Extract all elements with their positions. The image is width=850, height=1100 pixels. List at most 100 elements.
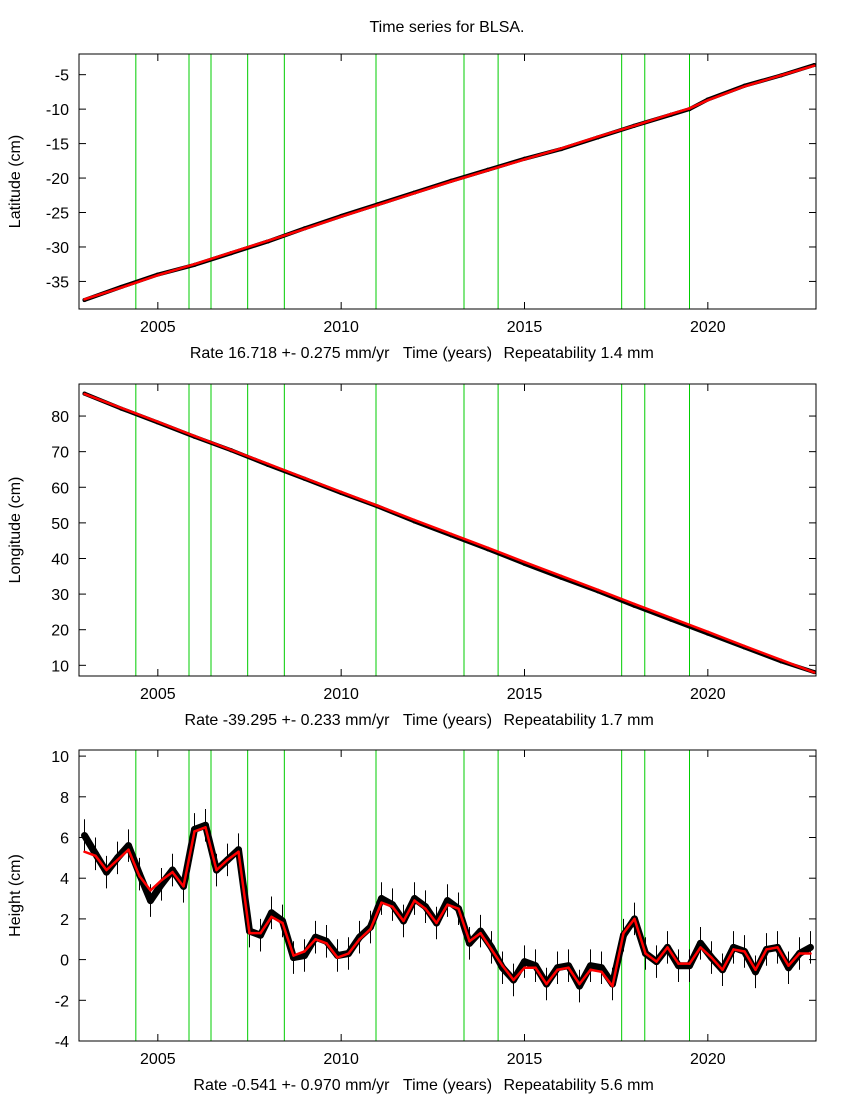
height-ytick-label: -2 <box>55 993 69 1010</box>
height-ytick-label: 2 <box>60 912 69 929</box>
height-obs-segment <box>81 831 99 858</box>
height-model-segment <box>215 858 229 872</box>
height-model-segment <box>435 903 449 925</box>
height-model-segment <box>534 966 548 986</box>
longitude-plot-frame <box>78 383 817 677</box>
height-model-segment <box>633 917 647 955</box>
longitude-xtick-label: 2005 <box>140 686 176 703</box>
height-xlabel: Time (years) <box>403 1077 492 1094</box>
height-xtick-label: 2005 <box>140 1051 176 1068</box>
longitude-ytick-label: 50 <box>51 516 69 533</box>
longitude-model-segment <box>83 392 123 410</box>
height-model-segment <box>94 854 108 872</box>
latitude-model-segment <box>688 98 710 110</box>
height-model-segment <box>160 870 174 882</box>
height-model-segment <box>193 826 207 833</box>
latitude-model-segment <box>669 107 691 116</box>
height-model-segment <box>116 848 130 862</box>
height-model-segment <box>545 968 559 986</box>
height-model-segment <box>281 921 295 957</box>
latitude-model-segment <box>743 74 783 88</box>
height-model-segment <box>204 826 218 872</box>
latitude-ytick-label: -30 <box>46 240 69 257</box>
latitude-ytick-label: -20 <box>46 171 69 188</box>
latitude-model-segment <box>449 169 490 183</box>
latitude-ytick-label: -15 <box>46 137 69 154</box>
height-model-segment <box>479 931 493 951</box>
height-panel: 2005 2010 2015 2020 -4 -2 0 2 4 6 8 10 Height (cm) Ra… <box>7 749 817 1094</box>
longitude-ytick-label: 80 <box>51 409 69 426</box>
height-model-segment <box>512 966 526 982</box>
figure-title: Time series for BLSA. <box>369 19 524 36</box>
height-model-segment <box>182 830 196 888</box>
latitude-ytick-label: -25 <box>46 206 69 223</box>
panels: 2005 2010 2015 2020-35-30-25-20-15-10-5Lati… <box>7 53 817 1094</box>
height-model-segment <box>303 938 317 953</box>
latitude-model-segment <box>266 227 306 243</box>
longitude-obs-segment <box>449 533 490 552</box>
longitude-model-segment <box>449 532 490 550</box>
longitude-model-segment <box>596 588 636 606</box>
height-model-segment <box>105 858 119 872</box>
latitude-xtick-label: 2020 <box>690 319 726 336</box>
longitude-model-segment <box>119 406 160 423</box>
latitude-repeatability-text: Repeatability 1.4 mm <box>504 345 654 362</box>
height-xtick-label: 2020 <box>690 1051 726 1068</box>
height-model-segment <box>655 946 669 963</box>
longitude-model-segment <box>559 574 600 592</box>
height-model-segment <box>226 850 240 862</box>
latitude-model-segment <box>596 124 636 138</box>
latitude-xtick-label: 2005 <box>140 319 176 336</box>
height-model-segment <box>688 946 702 965</box>
height-model-segment <box>710 956 724 972</box>
latitude-model-segment <box>339 203 380 218</box>
latitude-model-segment <box>486 158 526 172</box>
latitude-model-segment <box>156 262 196 277</box>
height-model-segment <box>567 966 581 986</box>
height-rate-text: Rate -0.541 +- 0.970 mm/yr <box>193 1077 390 1094</box>
longitude-ytick-label: 40 <box>51 551 69 568</box>
longitude-model-segment <box>743 644 783 662</box>
height-xtick-label: 2010 <box>323 1051 359 1068</box>
height-model-segment <box>666 946 680 965</box>
latitude-model-segment <box>559 135 600 150</box>
height-model-segment <box>391 905 405 923</box>
height-model-segment <box>380 901 394 908</box>
longitude-model-segment <box>669 616 710 634</box>
height-ytick-label: -4 <box>55 1034 69 1051</box>
longitude-rate-text: Rate -39.295 +- 0.233 mm/yr <box>185 712 391 729</box>
height-model-segment <box>270 915 284 925</box>
latitude-model-segment <box>119 273 160 289</box>
longitude-xtick-label: 2020 <box>690 686 726 703</box>
height-ytick-label: 4 <box>60 871 69 888</box>
height-model-segment <box>732 948 746 953</box>
height-plot-frame <box>78 749 817 1042</box>
latitude-model-segment <box>303 215 343 231</box>
longitude-model-segment <box>413 518 453 536</box>
latitude-rate-text: Rate 16.718 +- 0.275 mm/yr <box>190 345 390 362</box>
height-model-segment <box>347 938 361 955</box>
longitude-model-segment <box>339 490 380 508</box>
height-model-segment <box>721 948 735 972</box>
latitude-model-segment <box>779 64 816 77</box>
longitude-model-segment <box>633 602 673 620</box>
latitude-model-segment <box>523 147 563 161</box>
longitude-obs-segment <box>632 603 674 622</box>
height-model-segment <box>787 952 801 967</box>
height-model-segment <box>754 948 768 972</box>
longitude-model-segment <box>706 630 746 648</box>
height-repeatability-text: Repeatability 5.6 mm <box>504 1077 654 1094</box>
height-model-segment <box>644 952 658 963</box>
longitude-model-segment <box>229 448 270 466</box>
latitude-ytick-label: -10 <box>46 102 69 119</box>
height-model-segment <box>611 931 625 988</box>
longitude-model-segment <box>266 462 306 480</box>
longitude-ytick-label: 20 <box>51 623 69 640</box>
height-model-segment <box>237 850 251 935</box>
latitude-ylabel: Latitude (cm) <box>7 135 24 228</box>
longitude-obs-segment <box>742 645 784 664</box>
height-model-segment <box>743 950 757 972</box>
height-model-segment <box>325 942 339 959</box>
